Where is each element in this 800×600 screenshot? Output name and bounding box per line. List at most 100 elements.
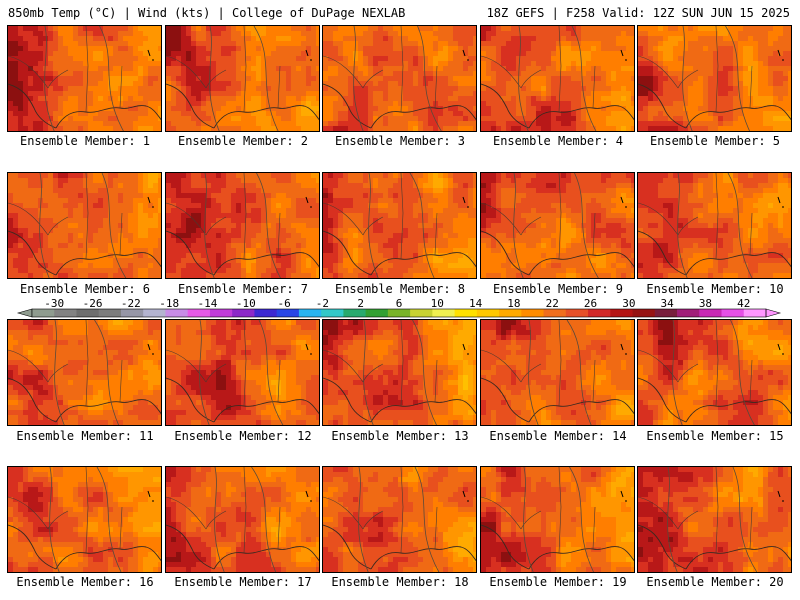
ensemble-member-map-19 xyxy=(480,466,635,573)
temperature-field-12 xyxy=(166,320,319,425)
state-borders xyxy=(481,26,596,113)
ensemble-member-label: Ensemble Member: 14 xyxy=(489,429,627,443)
ensemble-member-label: Ensemble Member: 5 xyxy=(649,134,781,148)
colorbar-tick-label: -10 xyxy=(236,299,256,310)
colorbar-tick-label: -18 xyxy=(159,299,179,310)
ensemble-member-label: Ensemble Member: 12 xyxy=(174,429,312,443)
colorbar-right-arrow xyxy=(765,308,782,318)
colorbar-tick-label: 2 xyxy=(357,299,364,310)
ensemble-member-label: Ensemble Member: 1 xyxy=(19,134,151,148)
temperature-contour xyxy=(199,320,284,425)
temperature-contour xyxy=(54,320,120,425)
state-borders xyxy=(166,26,281,113)
ensemble-member-map-15 xyxy=(637,319,792,426)
ensemble-member-map-20 xyxy=(637,466,792,573)
temperature-field-4 xyxy=(481,26,634,131)
colorbar-segment xyxy=(120,309,144,317)
temperature-contour xyxy=(523,467,595,572)
colorbar-segment xyxy=(276,309,300,317)
state-borders xyxy=(8,467,123,554)
colorbar-segment xyxy=(321,309,344,317)
colorbar-segment xyxy=(54,309,77,317)
temperature-field-2 xyxy=(166,26,319,131)
state-borders xyxy=(8,26,123,113)
temperature-contour xyxy=(682,26,751,131)
colorbar-tick-label: 38 xyxy=(699,299,712,310)
temperature-contour xyxy=(204,173,281,278)
colorbar-tick-label: 22 xyxy=(546,299,559,310)
colorbar-tick-label: 34 xyxy=(661,299,675,310)
colorbar-tick-label: 18 xyxy=(507,299,520,310)
colorbar-segment xyxy=(165,309,189,317)
wind-barb xyxy=(462,196,469,208)
temperature-field-10 xyxy=(638,173,791,278)
colorbar-tick-label: -30 xyxy=(44,299,64,310)
colorbar-tick-label: -14 xyxy=(198,299,218,310)
wind-barb xyxy=(462,49,469,61)
colorbar-segment xyxy=(387,309,411,317)
temperature-field-8 xyxy=(323,173,476,278)
colorbar-segment xyxy=(632,309,656,317)
colorbar-segment xyxy=(254,309,278,317)
temperature-field-6 xyxy=(8,173,161,278)
colorbar-segment xyxy=(565,309,589,317)
state-borders xyxy=(481,320,596,407)
wind-barb xyxy=(305,49,312,61)
ensemble-member-label: Ensemble Member: 11 xyxy=(16,429,154,443)
ensemble-member-map-6 xyxy=(7,172,162,279)
temperature-field-20 xyxy=(638,467,791,572)
wind-barb xyxy=(620,343,627,355)
colorbar-segment xyxy=(232,309,255,317)
ensemble-member-label: Ensemble Member: 13 xyxy=(331,429,469,443)
colorbar-segment xyxy=(476,309,500,317)
colorbar-segment xyxy=(677,309,700,317)
ensemble-member-map-4 xyxy=(480,25,635,132)
colorbar-tick-label: 14 xyxy=(469,299,483,310)
temperature-contour xyxy=(672,320,755,425)
ensemble-member-label: Ensemble Member: 15 xyxy=(646,429,784,443)
temperature-contour xyxy=(49,467,122,572)
temperature-field-7 xyxy=(166,173,319,278)
temperature-contour xyxy=(353,26,442,131)
ensemble-member-label: Ensemble Member: 9 xyxy=(492,282,624,296)
ensemble-member-map-9 xyxy=(480,172,635,279)
wind-barb xyxy=(305,196,312,208)
colorbar-segment xyxy=(454,309,478,317)
colorbar-graphic: -30 -26 -22 -18 -14 -10 -6 -2 2 6 10 14 18 22 26 30 34 38… xyxy=(16,299,782,318)
colorbar-tick-label: -22 xyxy=(121,299,141,310)
ensemble-member-label: Ensemble Member: 16 xyxy=(16,575,154,589)
wind-barb xyxy=(462,490,469,502)
colorbar-tick-label: 42 xyxy=(737,299,750,310)
colorbar-segment xyxy=(588,309,611,317)
temperature-contour xyxy=(518,26,597,131)
ensemble-member-label: Ensemble Member: 10 xyxy=(646,282,784,296)
wind-barb xyxy=(147,49,154,61)
wind-barb xyxy=(147,343,154,355)
ensemble-member-label: Ensemble Member: 3 xyxy=(334,134,466,148)
state-borders xyxy=(638,26,753,113)
colorbar-segment xyxy=(543,309,567,317)
state-borders xyxy=(323,173,438,260)
wind-barb xyxy=(147,196,154,208)
colorbar-segment xyxy=(610,309,634,317)
ensemble-member-map-17 xyxy=(165,466,320,573)
colorbar-tick-label: -26 xyxy=(83,299,103,310)
wind-barb xyxy=(777,196,784,208)
colorbar-segment xyxy=(209,309,233,317)
temperature-contour xyxy=(368,173,435,278)
temperature-contour xyxy=(363,320,438,425)
wind-barb xyxy=(777,49,784,61)
state-borders xyxy=(166,320,281,407)
temperature-contour xyxy=(44,26,124,131)
wind-barb xyxy=(305,490,312,502)
colorbar-segment xyxy=(721,309,745,317)
colorbar-segment xyxy=(143,309,166,317)
temperature-field-17 xyxy=(166,467,319,572)
colorbar-segment xyxy=(654,309,678,317)
colorbar-segment xyxy=(76,309,100,317)
temperature-field-18 xyxy=(323,467,476,572)
temperature-field-14 xyxy=(481,320,634,425)
colorbar-tick-label: 26 xyxy=(584,299,597,310)
temperature-contour xyxy=(214,467,277,572)
ensemble-member-map-11 xyxy=(7,319,162,426)
